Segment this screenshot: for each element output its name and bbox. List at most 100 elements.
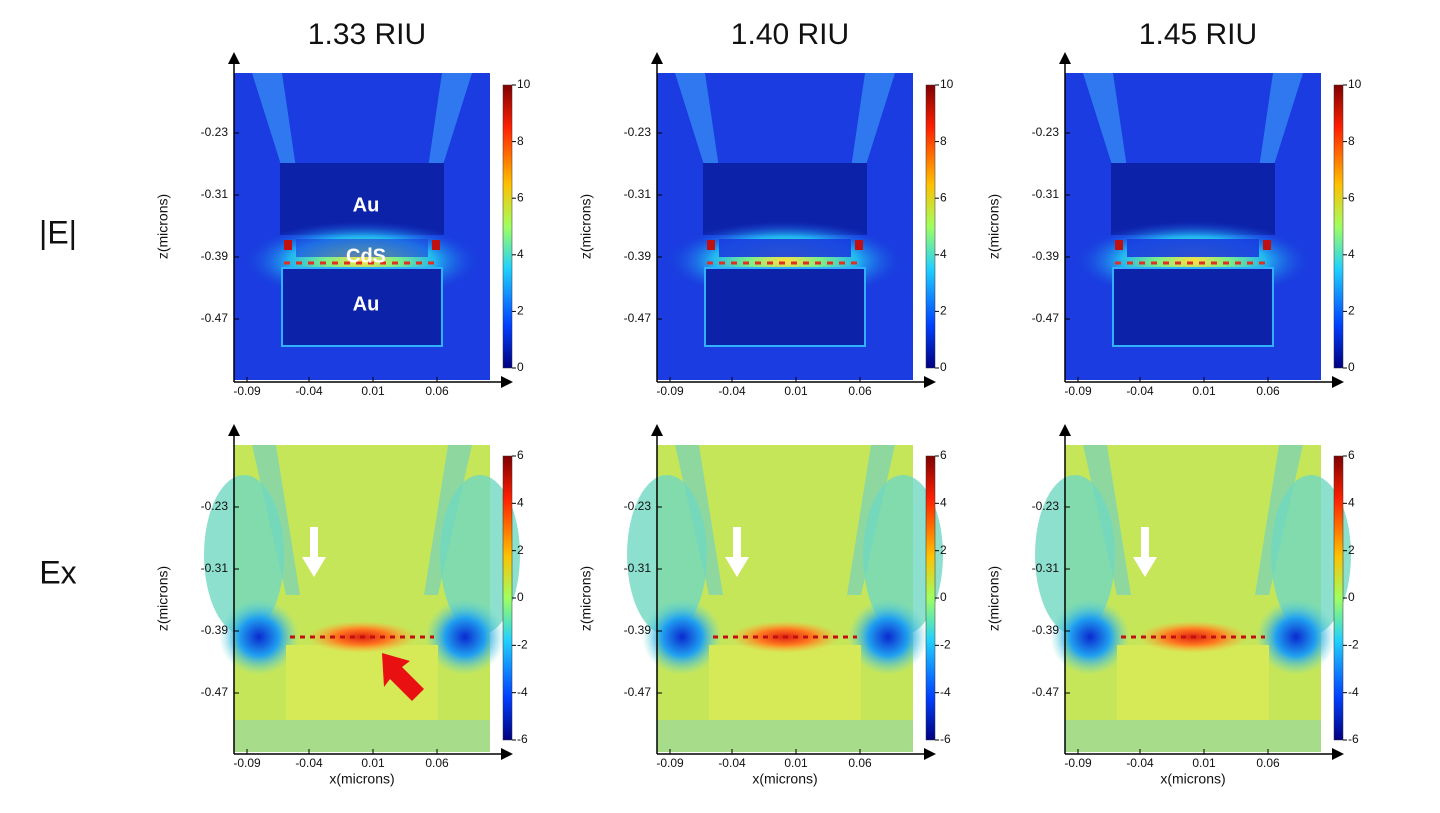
y-tick-label: -0.31 — [624, 187, 652, 201]
wall — [675, 73, 719, 168]
y-axis-label: z(microns) — [578, 194, 594, 259]
colorbar-label: 8 — [517, 134, 524, 148]
colorbar-label: -6 — [1348, 732, 1359, 746]
colorbar-label: 8 — [1348, 134, 1355, 148]
y-tick-label: -0.39 — [1032, 623, 1060, 637]
colorbar — [1333, 84, 1344, 369]
x-tick-label: 0.06 — [848, 384, 872, 398]
panel: -0.09 -0.04 0.01 0.06 -0.23 -0.31 -0.39 -0.47 z(… — [578, 424, 951, 787]
x-tick-label: 0.06 — [1256, 756, 1280, 770]
y-tick-label: -0.23 — [624, 125, 652, 139]
x-axis-label: x(microns) — [329, 771, 394, 787]
colorbar-label: 2 — [940, 543, 947, 557]
colorbar-label: 6 — [517, 190, 524, 204]
hotspot — [1263, 240, 1271, 250]
y-tick-label: -0.31 — [201, 561, 229, 575]
substrate — [234, 720, 490, 752]
colorbar-label: 2 — [940, 304, 947, 318]
colorbar-label: -4 — [940, 685, 951, 699]
y-tick-label: -0.47 — [624, 685, 652, 699]
colorbar-label: 10 — [1348, 77, 1362, 91]
colorbar-label: -2 — [940, 638, 951, 652]
wall — [252, 73, 296, 168]
region-label: Au — [353, 293, 380, 315]
y-axis-label: z(microns) — [155, 566, 171, 631]
au-block — [704, 267, 866, 347]
x-tick-label: 0.01 — [1192, 384, 1216, 398]
x-tick-label: 0.06 — [425, 384, 449, 398]
colorbar — [502, 455, 513, 741]
panel: -0.09 -0.04 0.01 0.06 -0.23 -0.31 -0.39 -0.47 z(… — [986, 52, 1362, 398]
column-title: 1.40 RIU — [731, 18, 849, 51]
y-tick-label: -0.47 — [201, 685, 229, 699]
colorbar-label: 6 — [940, 448, 947, 462]
y-tick-label: -0.39 — [1032, 249, 1060, 263]
x-tick-label: -0.04 — [1126, 384, 1154, 398]
y-tick-label: -0.39 — [201, 249, 229, 263]
y-axis-label: z(microns) — [578, 566, 594, 631]
au-block — [1112, 267, 1274, 347]
row-label: |E| — [39, 214, 77, 250]
colorbar-label: 2 — [517, 543, 524, 557]
lower-block — [709, 645, 861, 720]
x-tick-label: -0.04 — [718, 756, 746, 770]
colorbar-label: 0 — [1348, 590, 1355, 604]
region-label: CdS — [346, 245, 386, 267]
hotspot — [707, 240, 715, 250]
colorbar-label: 4 — [517, 496, 524, 510]
hotspot — [284, 240, 292, 250]
x-tick-label: 0.06 — [425, 756, 449, 770]
colorbar-label: 0 — [517, 360, 524, 374]
x-axis-label: x(microns) — [1160, 771, 1225, 787]
colorbar-label: -4 — [517, 685, 528, 699]
x-tick-label: -0.09 — [1064, 756, 1092, 770]
colorbar-label: 4 — [1348, 496, 1355, 510]
cold — [1271, 475, 1351, 635]
panel: -0.09 -0.04 0.01 0.06 -0.23 -0.31 -0.39 -0.47 z(… — [155, 424, 528, 787]
x-tick-label: -0.04 — [295, 384, 323, 398]
panel: -0.09 -0.04 0.01 0.06 -0.23 -0.31 -0.39 -0.47 z(… — [986, 424, 1359, 787]
y-tick-label: -0.31 — [1032, 561, 1060, 575]
gap — [1127, 239, 1259, 257]
gap — [719, 239, 851, 257]
y-tick-label: -0.31 — [1032, 187, 1060, 201]
y-tick-label: -0.23 — [624, 499, 652, 513]
x-tick-label: -0.04 — [1126, 756, 1154, 770]
x-tick-label: 0.06 — [1256, 384, 1280, 398]
colorbar-label: 8 — [940, 134, 947, 148]
y-tick-label: -0.23 — [1032, 499, 1060, 513]
y-tick-label: -0.47 — [201, 311, 229, 325]
wall — [428, 73, 472, 168]
column-title: 1.45 RIU — [1139, 18, 1257, 51]
y-tick-label: -0.23 — [201, 499, 229, 513]
hotspot — [1115, 240, 1123, 250]
colorbar — [1333, 455, 1344, 741]
colorbar-label: -2 — [1348, 638, 1359, 652]
colorbar-label: 0 — [940, 590, 947, 604]
colorbar-label: 6 — [1348, 448, 1355, 462]
colorbar-label: -2 — [517, 638, 528, 652]
y-tick-label: -0.39 — [201, 623, 229, 637]
panel: Au CdS Au -0.09 -0.04 0.01 0.06 -0.23 -0.31 -0.39… — [155, 52, 531, 398]
x-tick-label: -0.09 — [233, 384, 261, 398]
y-tick-label: -0.47 — [1032, 685, 1060, 699]
x-tick-label: 0.06 — [848, 756, 872, 770]
x-tick-label: 0.01 — [361, 756, 385, 770]
lower-block — [1117, 645, 1269, 720]
cold — [627, 475, 707, 635]
colorbar-label: 2 — [1348, 304, 1355, 318]
colorbar-label: 6 — [1348, 190, 1355, 204]
x-tick-label: 0.01 — [1192, 756, 1216, 770]
substrate — [1065, 720, 1321, 752]
y-tick-label: -0.47 — [1032, 311, 1060, 325]
colorbar — [502, 84, 513, 369]
colorbar-label: 6 — [517, 448, 524, 462]
cold — [425, 599, 505, 675]
column-title: 1.33 RIU — [308, 18, 426, 51]
colorbar-label: -6 — [517, 732, 528, 746]
arrow-white — [302, 527, 326, 577]
cold — [204, 475, 284, 635]
x-tick-label: 0.01 — [784, 756, 808, 770]
x-tick-label: -0.04 — [718, 384, 746, 398]
